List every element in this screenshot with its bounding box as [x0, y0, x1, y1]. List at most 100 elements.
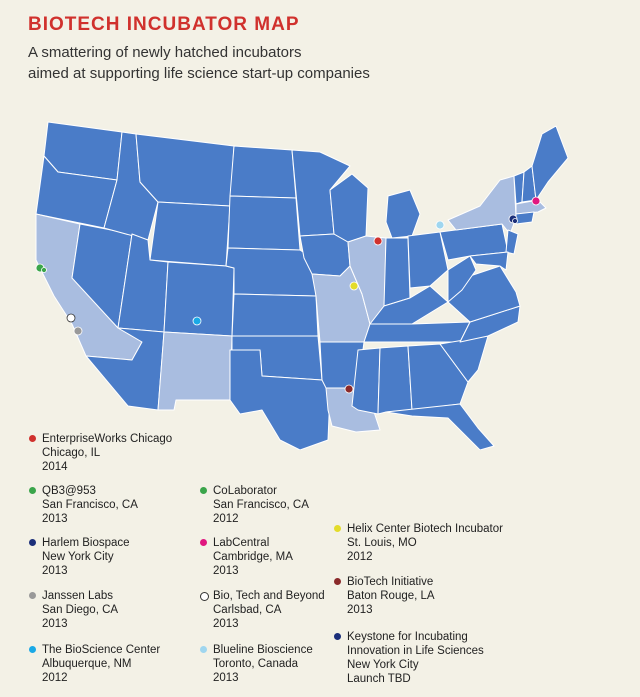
legend-year: 2013	[213, 618, 239, 630]
legend-dot-icon	[334, 578, 341, 585]
legend-dot-icon	[29, 435, 36, 442]
subtitle-line-2: aimed at supporting life science start-u…	[28, 65, 370, 82]
legend-year: 2014	[42, 461, 68, 473]
state-mississippi	[351, 347, 381, 415]
marker-colaborator-sf[interactable]	[41, 267, 47, 273]
legend-year: 2012	[347, 551, 373, 563]
legend-item: The BioScience Center Albuquerque, NM 2012	[29, 643, 161, 685]
legend-name: Harlem Biospace	[42, 537, 130, 549]
legend-dot-icon	[29, 487, 36, 494]
legend-name: Bio, Tech and Beyond	[213, 590, 325, 602]
legend-item: Blueline Bioscience Toronto, Canada 2013	[200, 643, 313, 685]
legend-year: Launch TBD	[347, 673, 411, 685]
legend-name: The BioScience Center	[42, 644, 161, 656]
legend-item: EnterpriseWorks Chicago Chicago, IL 2014	[29, 432, 173, 474]
legend-name: Blueline Bioscience	[213, 644, 313, 656]
state-ohio	[407, 231, 449, 289]
legend-year: 2012	[213, 513, 239, 525]
legend-name: LabCentral	[213, 537, 270, 549]
marker-keystone[interactable]	[512, 218, 518, 224]
legend-dot-icon	[29, 646, 36, 653]
legend-place: Cambridge, MA	[213, 551, 293, 563]
legend-dot-icon	[200, 592, 209, 601]
state-west-virginia	[447, 255, 477, 303]
subtitle-line-1: A smattering of newly hatched incubators	[28, 44, 302, 61]
legend-place: San Francisco, CA	[213, 499, 309, 511]
legend-place: New York City	[42, 551, 114, 563]
legend-item: CoLaborator San Francisco, CA 2012	[200, 484, 309, 526]
state-kansas	[231, 293, 319, 337]
legend-year: 2013	[213, 565, 239, 577]
legend-item: Bio, Tech and Beyond Carlsbad, CA 2013	[200, 589, 325, 631]
state-indiana	[383, 237, 411, 307]
legend-item: Keystone for Incubating Innovation in Lif…	[334, 630, 484, 686]
marker-bioscience-center[interactable]	[192, 316, 202, 326]
legend-year: 2013	[42, 618, 68, 630]
state-texas	[229, 349, 331, 450]
legend-dot-icon	[29, 592, 36, 599]
state-new-mexico	[157, 331, 233, 411]
state-north-carolina	[459, 305, 521, 343]
legend-name: Helix Center Biotech Incubator	[347, 523, 503, 535]
legend-item: LabCentral Cambridge, MA 2013	[200, 536, 293, 578]
state-alabama	[377, 345, 413, 415]
state-nebraska	[225, 247, 317, 297]
marker-janssen-labs[interactable]	[73, 326, 83, 336]
legend-year: 2013	[42, 565, 68, 577]
state-tennessee	[363, 321, 471, 343]
legend-year: 2013	[213, 672, 239, 684]
legend-item: Harlem Biospace New York City 2013	[29, 536, 130, 578]
legend-place: New York City	[347, 659, 419, 671]
legend-year: 2013	[42, 513, 68, 525]
legend-place: Albuquerque, NM	[42, 658, 132, 670]
us-map	[35, 121, 569, 450]
legend-dot-icon	[334, 525, 341, 532]
state-south-dakota	[227, 195, 301, 251]
marker-bio-tech-beyond[interactable]	[66, 313, 76, 323]
legend-name: Janssen Labs	[42, 590, 113, 602]
legend-item: BioTech Initiative Baton Rouge, LA 2013	[334, 575, 435, 617]
legend-place: Baton Rouge, LA	[347, 590, 435, 602]
legend-name: Keystone for Incubating	[347, 631, 468, 643]
marker-labcentral[interactable]	[531, 196, 541, 206]
legend-place: St. Louis, MO	[347, 537, 417, 549]
marker-helix-center[interactable]	[349, 281, 359, 291]
legend-place: Carlsbad, CA	[213, 604, 282, 616]
legend-place: San Francisco, CA	[42, 499, 138, 511]
state-north-dakota	[229, 145, 297, 199]
state-maryland	[469, 251, 509, 271]
legend-place: Chicago, IL	[42, 447, 101, 459]
legend-dot-icon	[200, 539, 207, 546]
state-wisconsin	[329, 173, 369, 243]
state-connecticut	[515, 211, 535, 225]
legend-item: Janssen Labs San Diego, CA 2013	[29, 589, 119, 631]
state-wyoming	[149, 201, 231, 267]
state-maine	[531, 125, 569, 201]
marker-blueline-bioscience[interactable]	[435, 220, 445, 230]
legend-item: QB3@953 San Francisco, CA 2013	[29, 484, 138, 526]
state-new-jersey	[505, 229, 519, 255]
state-colorado	[163, 261, 235, 337]
legend-name: QB3@953	[42, 485, 96, 497]
state-georgia	[407, 343, 469, 411]
state-michigan	[385, 189, 421, 239]
legend-name2: Innovation in Life Sciences	[347, 645, 484, 657]
marker-enterpriseworks-chicago[interactable]	[373, 236, 383, 246]
legend-item: Helix Center Biotech Incubator St. Louis,…	[334, 522, 503, 564]
state-florida	[385, 403, 495, 450]
legend-dot-icon	[200, 646, 207, 653]
legend-year: 2012	[42, 672, 68, 684]
state-new-york	[447, 175, 517, 235]
map-subtitle: A smattering of newly hatched incubators…	[28, 42, 448, 84]
legend-dot-icon	[29, 539, 36, 546]
marker-biotech-initiative[interactable]	[344, 384, 354, 394]
legend-place: San Diego, CA	[42, 604, 119, 616]
legend-dot-icon	[334, 633, 341, 640]
legend-name: CoLaborator	[213, 485, 277, 497]
legend-name: BioTech Initiative	[347, 576, 434, 588]
legend-name: EnterpriseWorks Chicago	[42, 433, 173, 445]
legend-dot-icon	[200, 487, 207, 494]
legend-year: 2013	[347, 604, 373, 616]
map-title: BIOTECH INCUBATOR MAP	[28, 14, 300, 35]
legend-place: Toronto, Canada	[213, 658, 299, 670]
